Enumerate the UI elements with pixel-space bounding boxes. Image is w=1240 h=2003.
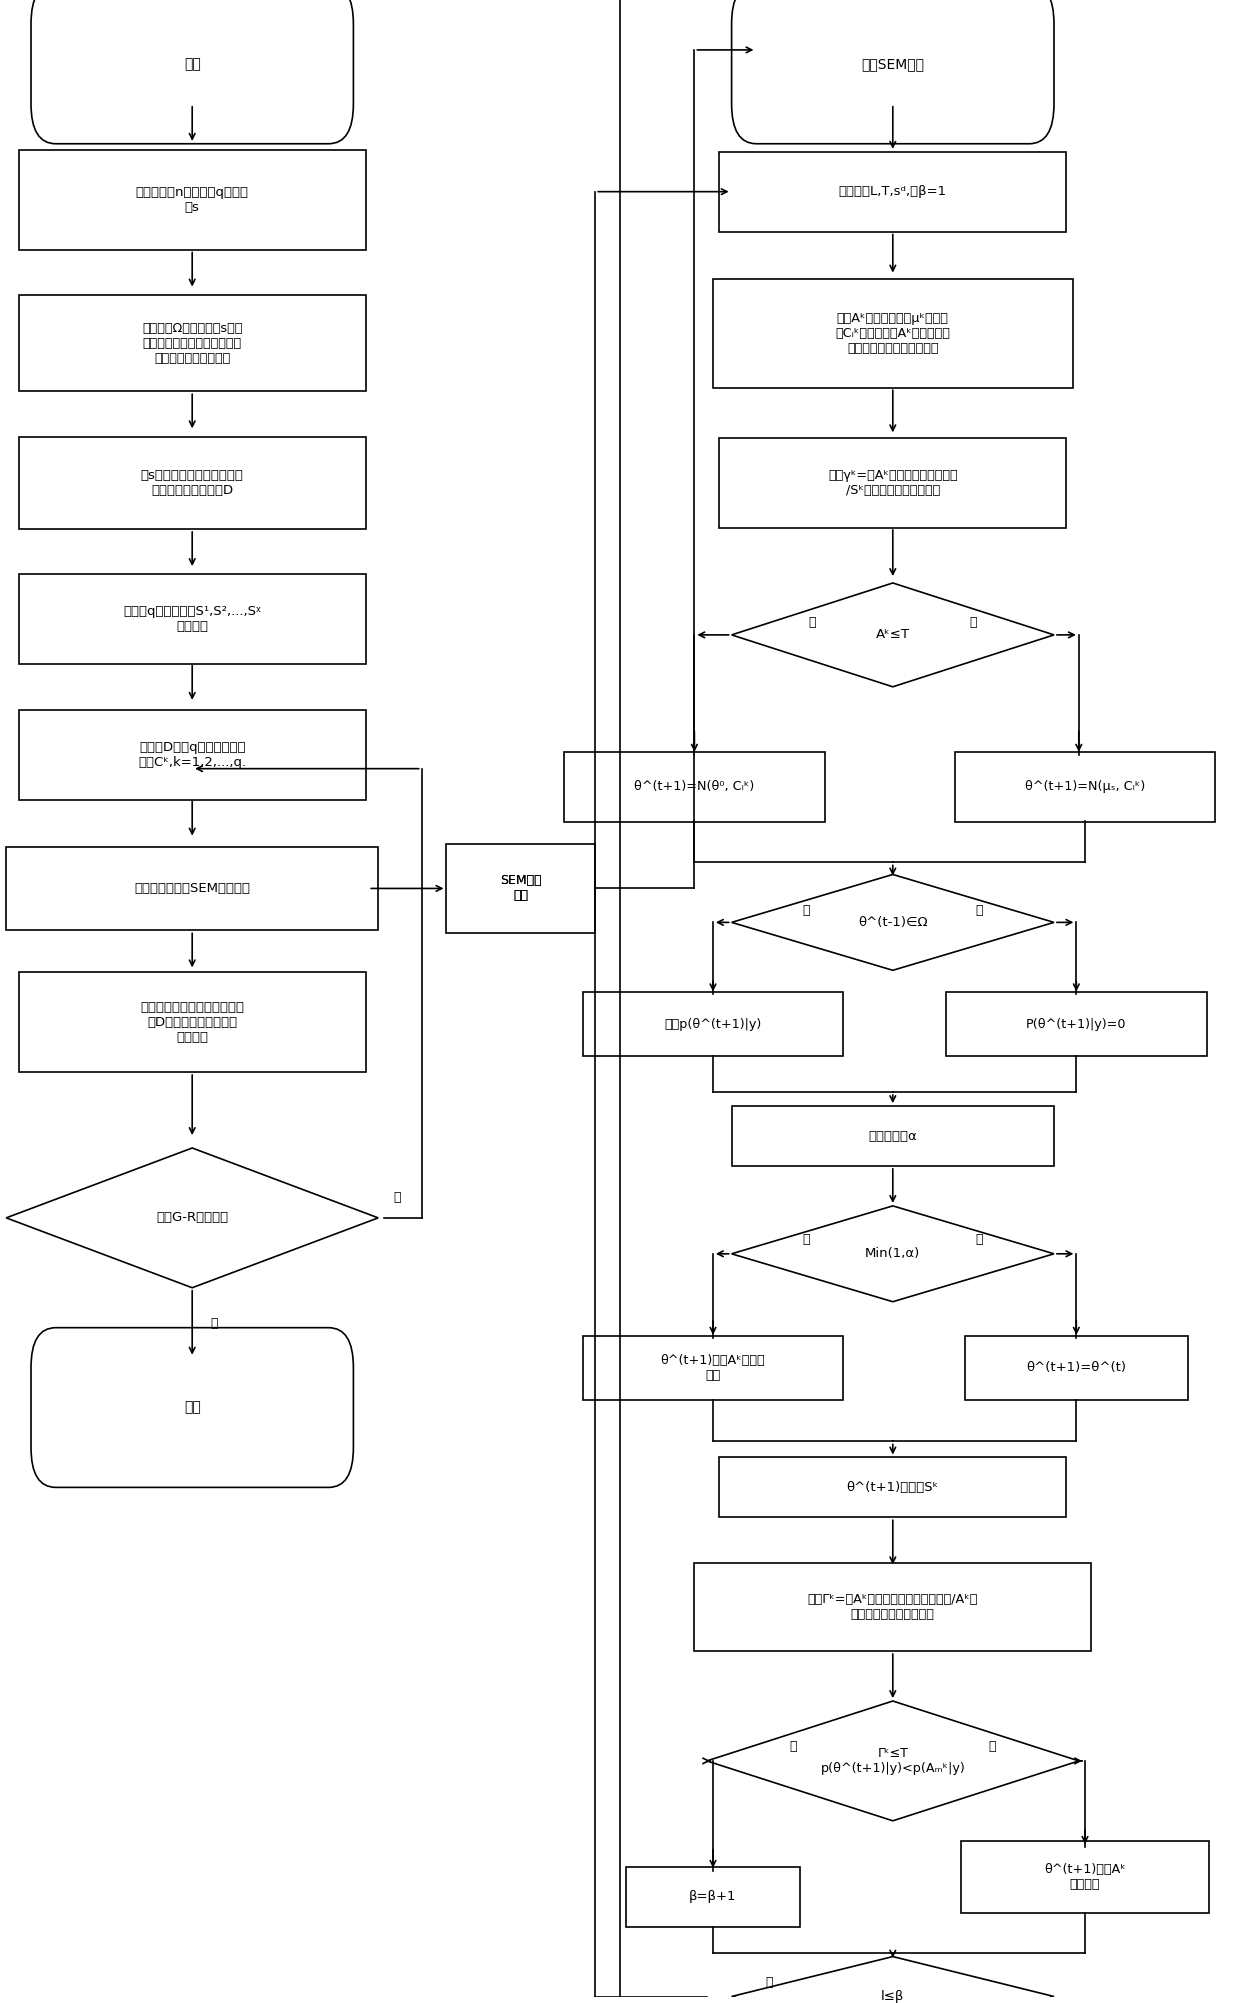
Text: 结束: 结束 [184,1400,201,1414]
Text: 将每个复合形按SEM算法进化: 将每个复合形按SEM算法进化 [134,881,250,895]
Text: SEM算法
进化: SEM算法 进化 [500,875,542,903]
Text: β=β+1: β=β+1 [689,1891,737,1903]
Text: 是: 是 [988,1741,996,1753]
Text: 是: 是 [808,617,816,629]
Text: 将每个复合形进行混合放入数
组D，按照后验密度降序
重新排列: 将每个复合形进行混合放入数 组D，按照后验密度降序 重新排列 [140,1002,244,1044]
Polygon shape [6,1148,378,1288]
Text: θ^(t+1)=N(θ⁰, Cᵢᵏ): θ^(t+1)=N(θ⁰, Cᵢᵏ) [635,779,754,793]
Text: 否: 否 [976,903,983,917]
FancyBboxPatch shape [19,150,366,250]
Text: 将数组D分为q个复合形，复
合形Cᵏ,k=1,2,...,q.: 将数组D分为q个复合形，复 合形Cᵏ,k=1,2,...,q. [138,741,247,769]
Text: 是: 是 [765,1977,773,1989]
FancyBboxPatch shape [732,1106,1054,1166]
Text: 是: 是 [802,1234,810,1246]
Text: θ^(t+1)=N(μₛ, Cᵢᵏ): θ^(t+1)=N(μₛ, Cᵢᵏ) [1025,779,1145,793]
Text: 计算接受率α: 计算接受率α [868,1130,918,1142]
Text: θ^(t-1)∈Ω: θ^(t-1)∈Ω [858,915,928,929]
Text: 在可行域Ω内随机生成s个样
本，根据先验分布，计算每个
样本点的后验概率密度: 在可行域Ω内随机生成s个样 本，根据先验分布，计算每个 样本点的后验概率密度 [143,322,242,365]
FancyBboxPatch shape [583,991,843,1056]
FancyBboxPatch shape [719,439,1066,529]
FancyBboxPatch shape [719,152,1066,232]
FancyBboxPatch shape [6,847,378,929]
FancyBboxPatch shape [31,1328,353,1488]
Text: 计算Γᵏ=（Aᵏ中最佳点的后验概率密度/Aᵏ中
最差点的后验概率密度）: 计算Γᵏ=（Aᵏ中最佳点的后验概率密度/Aᵏ中 最差点的后验概率密度） [807,1592,978,1620]
FancyBboxPatch shape [713,278,1073,389]
Text: Γᵏ≤T
p(θ^(t+1)|y)<p(Aₘᵏ|y): Γᵏ≤T p(θ^(t+1)|y)<p(Aₘᵏ|y) [821,1747,965,1775]
Text: l≤β: l≤β [882,1991,904,2003]
Text: θ^(t+1)=θ^(t): θ^(t+1)=θ^(t) [1027,1362,1126,1374]
Text: 输入：维数n，复合形q，样本
数s: 输入：维数n，复合形q，样本 数s [135,186,249,214]
FancyBboxPatch shape [19,296,366,391]
Text: 初始化q个并行序列S¹,S²,...,Sᵡ
的起始点: 初始化q个并行序列S¹,S²,...,Sᵡ 的起始点 [123,605,262,633]
FancyBboxPatch shape [564,751,825,821]
Text: Aᵏ≤T: Aᵏ≤T [875,629,910,641]
Text: 把s个样本按照后验概率密度
降序排列，放入数组D: 把s个样本按照后验概率密度 降序排列，放入数组D [141,469,243,497]
FancyBboxPatch shape [583,1336,843,1400]
Text: 开始: 开始 [184,56,201,70]
Text: 计算p(θ^(t+1)|y): 计算p(θ^(t+1)|y) [665,1018,761,1032]
Text: 否: 否 [393,1192,401,1204]
Text: 计算γᵏ=（Aᵏ的平均后验概率密度
/Sᵏ的平均后验概率密度）: 计算γᵏ=（Aᵏ的平均后验概率密度 /Sᵏ的平均后验概率密度） [828,469,957,497]
Text: θ^(t+1)替代Aᵏ中的最
佳点: θ^(t+1)替代Aᵏ中的最 佳点 [661,1354,765,1382]
FancyBboxPatch shape [19,971,366,1072]
Text: 满足G-R收敛条件: 满足G-R收敛条件 [156,1212,228,1224]
FancyBboxPatch shape [31,0,353,144]
FancyBboxPatch shape [961,1841,1209,1913]
FancyBboxPatch shape [694,1562,1091,1650]
Text: P(θ^(t+1)|y)=0: P(θ^(t+1)|y)=0 [1025,1018,1127,1032]
FancyBboxPatch shape [946,991,1207,1056]
Polygon shape [732,1206,1054,1302]
Text: Min(1,α): Min(1,α) [866,1248,920,1260]
Text: 否: 否 [790,1741,797,1753]
FancyBboxPatch shape [626,1867,800,1927]
FancyBboxPatch shape [19,575,366,663]
Polygon shape [732,875,1054,969]
FancyBboxPatch shape [955,751,1215,821]
Polygon shape [732,1957,1054,2003]
Text: 否: 否 [976,1234,983,1246]
Text: θ^(t+1)加入到Sᵏ: θ^(t+1)加入到Sᵏ [847,1480,939,1494]
FancyBboxPatch shape [446,843,595,933]
FancyBboxPatch shape [732,0,1054,144]
FancyBboxPatch shape [19,709,366,799]
Text: 是: 是 [802,903,810,917]
Text: 选择参数L,T,sᵈ,令β=1: 选择参数L,T,sᵈ,令β=1 [838,184,947,198]
Text: 计算Aᵏ中各参数均值μᵏ和协方
差Cᵢᵏ，将复合形Aᵏ中的样本点
按照后验概率密度降序排列: 计算Aᵏ中各参数均值μᵏ和协方 差Cᵢᵏ，将复合形Aᵏ中的样本点 按照后验概率密… [836,312,950,355]
Polygon shape [732,583,1054,687]
Text: SEM算法
进化: SEM算法 进化 [500,875,542,903]
Text: 开始SEM算法: 开始SEM算法 [862,56,924,70]
Text: θ^(t+1)代替Aᵏ
中最差点: θ^(t+1)代替Aᵏ 中最差点 [1044,1863,1126,1891]
Polygon shape [707,1701,1079,1821]
Text: 否: 否 [970,617,977,629]
FancyBboxPatch shape [965,1336,1188,1400]
FancyBboxPatch shape [719,1458,1066,1518]
FancyBboxPatch shape [19,437,366,529]
Text: 是: 是 [211,1318,218,1330]
